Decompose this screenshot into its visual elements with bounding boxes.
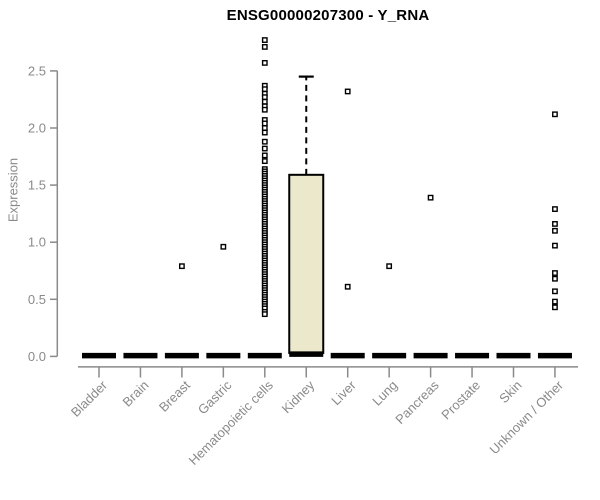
x-tick-label: Unknown / Other	[486, 377, 566, 457]
outlier-point	[261, 60, 268, 66]
outlier-point	[261, 120, 268, 127]
outlier-point	[344, 283, 351, 290]
outlier-point	[178, 263, 185, 270]
y-tick-label: 0.5	[28, 292, 46, 307]
outlier-point	[261, 145, 268, 152]
x-tick-label: Lung	[369, 378, 400, 409]
x-tick-label: Breast	[156, 377, 193, 414]
outlier-point	[220, 243, 227, 250]
outlier-point	[552, 288, 558, 295]
outlier-point	[261, 152, 268, 159]
chart-title: ENSG00000207300 - Y_RNA	[226, 7, 430, 24]
y-tick-label: 2.0	[28, 121, 46, 136]
outlier-point	[552, 227, 558, 234]
x-tick-label: Pancreas	[392, 377, 442, 427]
x-tick-label: Kidney	[279, 377, 318, 416]
outlier-point	[552, 206, 558, 212]
outlier-point	[261, 94, 268, 101]
box-body	[288, 173, 325, 354]
y-tick-label: 1.0	[28, 235, 46, 250]
y-tick-label: 0.0	[28, 349, 46, 364]
outlier-point	[261, 129, 268, 136]
y-tick-label: 1.5	[28, 178, 46, 193]
outlier-point	[386, 263, 393, 270]
outlier-point	[552, 270, 558, 276]
x-tick-label: Skin	[496, 378, 524, 406]
outlier-point	[261, 106, 268, 113]
outlier-point	[261, 86, 268, 93]
outlier-point	[261, 37, 268, 43]
outlier-point	[427, 194, 434, 201]
outlier-point	[552, 111, 558, 118]
outlier-point	[552, 304, 558, 311]
outlier-point	[261, 158, 268, 165]
outlier-point	[261, 138, 268, 145]
x-tick-label: Brain	[119, 378, 151, 410]
outlier-point	[344, 88, 351, 95]
outlier-point	[261, 44, 268, 50]
x-tick-label: Liver	[328, 377, 359, 408]
outlier-point	[552, 221, 558, 227]
outlier-point	[261, 98, 268, 105]
outlier-point	[261, 125, 268, 131]
outlier-point	[552, 242, 558, 249]
outlier-point	[552, 275, 558, 282]
x-tick-label: Gastric	[195, 377, 235, 417]
x-tick-label: Bladder	[68, 377, 111, 420]
y-tick-label: 2.5	[28, 63, 46, 78]
outlier-point	[552, 298, 558, 305]
x-tick-label: Prostate	[438, 378, 483, 423]
outlier-point	[261, 311, 268, 318]
